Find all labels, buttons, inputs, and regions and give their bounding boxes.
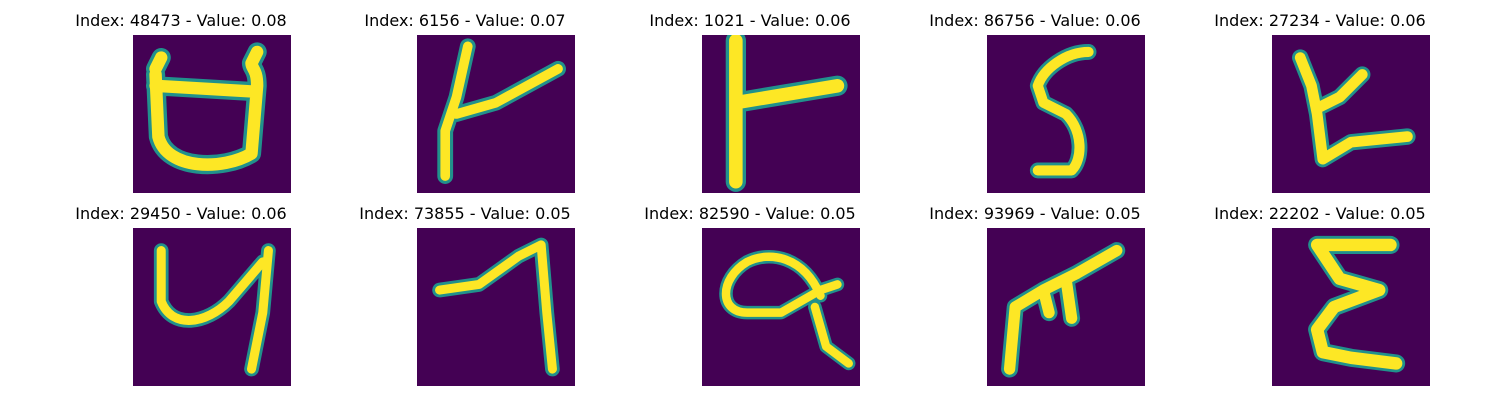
panel-title: Index: 6156 - Value: 0.07: [364, 11, 566, 30]
glyph-9: [1001, 242, 1126, 378]
glyph-3: [725, 35, 848, 192]
glyph-4: [1029, 44, 1097, 179]
digit-image: [133, 228, 291, 386]
digit-image: [1272, 228, 1430, 386]
digit-image: [417, 228, 575, 386]
panel-10: Index: 22202 - Value: 0.05: [1170, 193, 1470, 386]
panel-title: Index: 82590 - Value: 0.05: [644, 204, 856, 223]
digit-image: [702, 228, 860, 386]
panel-9: Index: 93969 - Value: 0.05: [885, 193, 1185, 386]
panel-8: Index: 82590 - Value: 0.05: [600, 193, 900, 386]
panel-title: Index: 86756 - Value: 0.06: [929, 11, 1141, 30]
panel-title: Index: 22202 - Value: 0.05: [1214, 204, 1426, 223]
panel-4: Index: 86756 - Value: 0.06: [885, 0, 1185, 193]
digit-image: [417, 35, 575, 193]
panel-2: Index: 6156 - Value: 0.07: [315, 0, 615, 193]
digit-image: [1272, 35, 1430, 193]
glyph-5: [1292, 49, 1416, 168]
panel-title: Index: 29450 - Value: 0.06: [75, 204, 287, 223]
panel-title: Index: 1021 - Value: 0.06: [649, 11, 851, 30]
glyph-6: [153, 243, 276, 377]
panel-title: Index: 48473 - Value: 0.08: [75, 11, 287, 30]
digit-image: [987, 228, 1145, 386]
panel-7: Index: 73855 - Value: 0.05: [315, 193, 615, 386]
glyph-8: [719, 249, 856, 371]
digit-image: [702, 35, 860, 193]
panel-title: Index: 27234 - Value: 0.06: [1214, 11, 1426, 30]
panel-title: Index: 93969 - Value: 0.05: [929, 204, 1141, 223]
glyph-2: [437, 38, 566, 184]
glyph-10: [1308, 235, 1406, 373]
panel-1: Index: 48473 - Value: 0.08: [31, 0, 331, 193]
panel-3: Index: 1021 - Value: 0.06: [600, 0, 900, 193]
panel-title: Index: 73855 - Value: 0.05: [359, 204, 571, 223]
panel-5: Index: 27234 - Value: 0.06: [1170, 0, 1470, 193]
panel-6: Index: 29450 - Value: 0.06: [31, 193, 331, 386]
glyph-7: [432, 237, 560, 377]
digit-image: [987, 35, 1145, 193]
glyph-1: [145, 42, 267, 175]
digit-image: [133, 35, 291, 193]
